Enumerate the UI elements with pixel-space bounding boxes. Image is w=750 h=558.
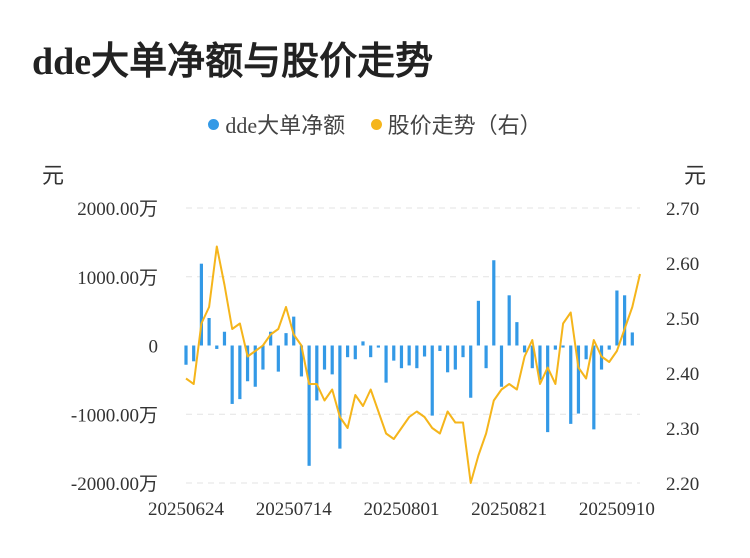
bar [399, 345, 404, 369]
x-tick-label: 20250624 [148, 499, 225, 520]
bar [184, 345, 188, 365]
legend-dot-dde [208, 118, 220, 130]
bar [492, 260, 496, 346]
bar [330, 345, 334, 375]
bar [553, 345, 557, 350]
bar [284, 333, 288, 346]
price-line [185, 245, 641, 484]
bar [192, 345, 196, 362]
bar [484, 345, 488, 369]
right-tick-label: 2.20 [666, 474, 699, 495]
bar [507, 295, 511, 346]
legend-label-dde: dde大单净额 [225, 113, 346, 138]
legend: dde大单净额 股价走势（右） [0, 108, 750, 140]
right-tick-label: 2.70 [666, 199, 699, 220]
bar [623, 295, 627, 346]
bar [207, 318, 211, 346]
bar [538, 345, 542, 380]
bar [253, 345, 257, 387]
bar [322, 345, 327, 370]
bar [546, 345, 550, 433]
bar [522, 345, 527, 353]
right-axis-unit: 元 [684, 163, 707, 188]
bar [515, 322, 519, 346]
x-tick-label: 20250714 [256, 499, 333, 520]
bar [407, 345, 411, 366]
bar [530, 345, 534, 369]
bar [353, 345, 357, 360]
bar [261, 345, 265, 370]
bar [422, 345, 427, 357]
bar [238, 345, 242, 400]
left-axis-unit: 元 [42, 163, 65, 188]
bar [576, 345, 581, 414]
bar [315, 345, 319, 401]
right-tick-label: 2.30 [666, 419, 699, 440]
right-tick-label: 2.60 [666, 254, 699, 275]
x-tick-label: 20250821 [471, 499, 547, 520]
legend-item-price[interactable]: 股价走势（右） [370, 108, 542, 140]
bar [199, 263, 203, 346]
bar [630, 332, 634, 346]
bar [376, 345, 380, 348]
bar [569, 345, 573, 424]
bar [469, 345, 473, 398]
x-tick-label: 20250801 [363, 499, 439, 520]
bar [338, 345, 342, 449]
left-tick-label: 1000.00万 [77, 268, 158, 289]
bar [384, 345, 388, 383]
left-tick-label: -2000.00万 [71, 474, 158, 495]
legend-dot-price [370, 118, 382, 130]
bar [245, 345, 250, 382]
bar [584, 345, 588, 360]
bar [369, 345, 373, 358]
legend-label-price: 股价走势（右） [387, 113, 542, 138]
bar [446, 345, 450, 373]
bar [345, 345, 350, 358]
chart-title: dde大单净额与股价走势 [32, 41, 434, 83]
left-tick-label: 0 [149, 337, 159, 358]
left-tick-label: -1000.00万 [71, 405, 158, 426]
bar [607, 345, 611, 350]
bar [592, 345, 596, 430]
bar [499, 345, 504, 387]
right-tick-label: 2.40 [666, 364, 699, 385]
bar [276, 345, 280, 372]
bar [438, 345, 442, 351]
bar [230, 345, 234, 404]
bar [307, 345, 311, 466]
right-tick-label: 2.50 [666, 309, 699, 330]
bar [461, 345, 465, 358]
bar [415, 345, 419, 369]
bar [453, 345, 457, 370]
left-tick-label: 2000.00万 [77, 199, 158, 220]
bar [299, 345, 304, 377]
bar [615, 290, 619, 346]
bar [222, 331, 227, 346]
legend-item-dde[interactable]: dde大单净额 [208, 108, 345, 140]
bar [561, 345, 565, 348]
bar [476, 300, 481, 346]
bar [430, 345, 434, 416]
bar [269, 331, 273, 346]
bar [215, 345, 219, 349]
x-tick-label: 20250910 [579, 499, 655, 520]
bar [392, 345, 396, 361]
bar [361, 341, 365, 346]
